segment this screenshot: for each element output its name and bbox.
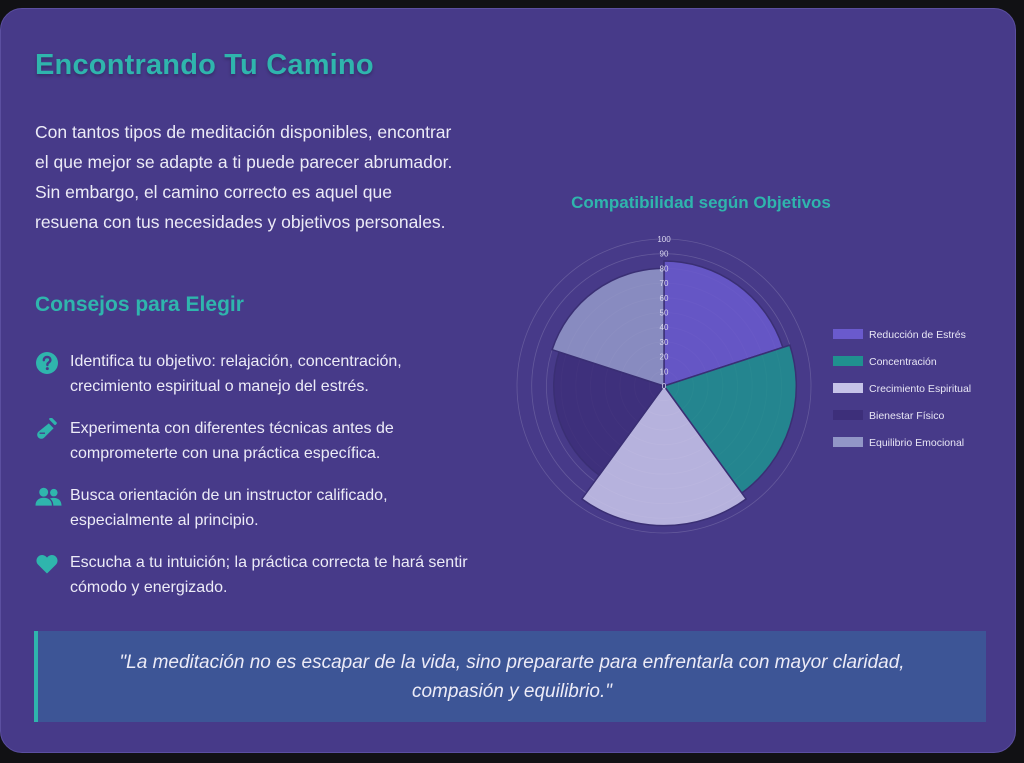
tick-label: 60 <box>660 294 669 303</box>
tick-label: 20 <box>660 353 669 362</box>
legend-swatch <box>833 410 863 420</box>
quote-block: "La meditación no es escapar de la vida,… <box>34 631 986 722</box>
tick-label: 10 <box>660 367 669 376</box>
page-title: Encontrando Tu Camino <box>35 49 374 81</box>
tips-heading: Consejos para Elegir <box>35 293 244 316</box>
tick-label: 0 <box>662 382 667 391</box>
legend-label[interactable]: Concentración <box>869 356 937 368</box>
tick-label: 80 <box>660 264 669 273</box>
users-icon <box>35 487 62 506</box>
legend-label[interactable]: Equilibrio Emocional <box>869 437 964 449</box>
legend-swatch <box>833 329 863 339</box>
legend-swatch <box>833 356 863 366</box>
chart-wedge[interactable] <box>662 344 797 495</box>
tick-label: 50 <box>660 309 669 318</box>
legend-label[interactable]: Bienestar Físico <box>869 410 944 422</box>
intro-paragraph: Con tantos tipos de meditación disponibl… <box>35 122 453 232</box>
tip-text: Escucha a tu intuición; la práctica corr… <box>70 554 468 596</box>
legend-swatch <box>833 437 863 447</box>
tip-text: Experimenta con diferentes técnicas ante… <box>70 420 394 462</box>
chart-legend: Reducción de Estrés Concentración Crecimie… <box>833 329 971 449</box>
tip-text: Busca orientación de un instructor calif… <box>70 487 388 529</box>
chart-wedge[interactable] <box>580 384 748 527</box>
tick-label: 100 <box>657 235 671 244</box>
polar-area-chart: 0 10 20 30 40 50 60 70 80 90 100 Reducción de Estré… <box>516 235 971 534</box>
tick-label: 30 <box>660 338 669 347</box>
heart-icon <box>36 555 58 574</box>
flask-icon <box>37 418 57 439</box>
chart-wedge[interactable] <box>551 267 665 388</box>
legend-label[interactable]: Reducción de Estrés <box>869 329 966 341</box>
content-card: Encontrando Tu Camino Con tantos tipos d… <box>0 8 1016 753</box>
tip-text: Identifica tu objetivo: relajación, conc… <box>70 353 402 395</box>
radial-ticks: 0 10 20 30 40 50 60 70 80 90 100 <box>657 235 671 391</box>
legend-swatch <box>833 383 863 393</box>
tick-label: 90 <box>660 250 669 259</box>
question-icon <box>36 352 58 374</box>
chart-wedge[interactable] <box>553 350 666 477</box>
chart-title: Compatibilidad según Objetivos <box>571 193 831 212</box>
tick-label: 70 <box>660 279 669 288</box>
chart-wedge[interactable] <box>663 260 784 388</box>
tick-label: 40 <box>660 323 669 332</box>
grid-ring <box>516 238 812 534</box>
chart-wedges <box>551 260 797 527</box>
legend-label[interactable]: Crecimiento Espiritual <box>869 383 971 395</box>
quote-text: "La meditación no es escapar de la vida,… <box>119 651 905 702</box>
